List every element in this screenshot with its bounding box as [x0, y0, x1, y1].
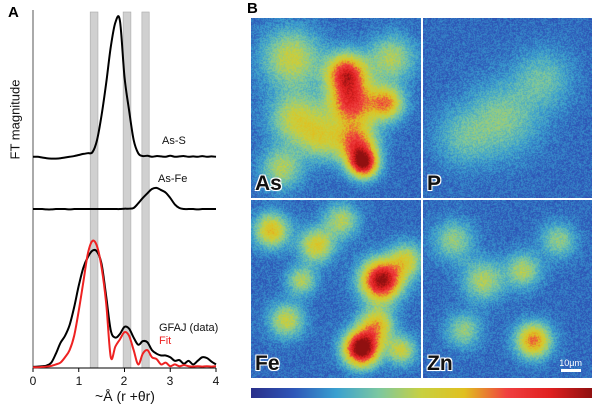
- legend-fit: Fit: [159, 335, 172, 347]
- x-tick-label: 0: [29, 374, 37, 388]
- panel-label-a: A: [8, 4, 19, 21]
- x-tick-label: 4: [212, 374, 220, 388]
- series-line-fit: [32, 239, 217, 369]
- scale-bar: 10μm: [559, 358, 582, 372]
- x-tick-label: 2: [120, 374, 128, 388]
- panel-label-b: B: [247, 0, 258, 17]
- scale-bar-label: 10μm: [559, 358, 582, 368]
- series-line-as-fe: [33, 186, 216, 211]
- legend-gfaj-data: GFAJ (data): [159, 322, 219, 334]
- x-tick-label: 3: [166, 374, 174, 388]
- highlight-band: [141, 11, 150, 369]
- element-label: Fe: [255, 352, 280, 375]
- highlight-band: [89, 11, 99, 369]
- x-tick-label: 1: [75, 374, 83, 388]
- element-label: Zn: [427, 352, 453, 375]
- series-line-gfaj-data-: [32, 248, 217, 368]
- map-as: As: [251, 18, 421, 198]
- x-axis-label: ~Å (r +θr): [95, 388, 155, 404]
- colorbar: [251, 388, 592, 398]
- element-label: As: [255, 172, 282, 195]
- element-label: P: [427, 172, 442, 195]
- series-line-as-s: [32, 15, 217, 160]
- map-fe: Fe: [251, 200, 421, 378]
- map-p: P: [423, 18, 592, 198]
- series-label-as-s: As-S: [162, 135, 186, 147]
- map-zn: Zn 10μm: [423, 200, 592, 378]
- series-label-as-fe: As-Fe: [158, 173, 188, 185]
- ft-plot: [32, 10, 217, 372]
